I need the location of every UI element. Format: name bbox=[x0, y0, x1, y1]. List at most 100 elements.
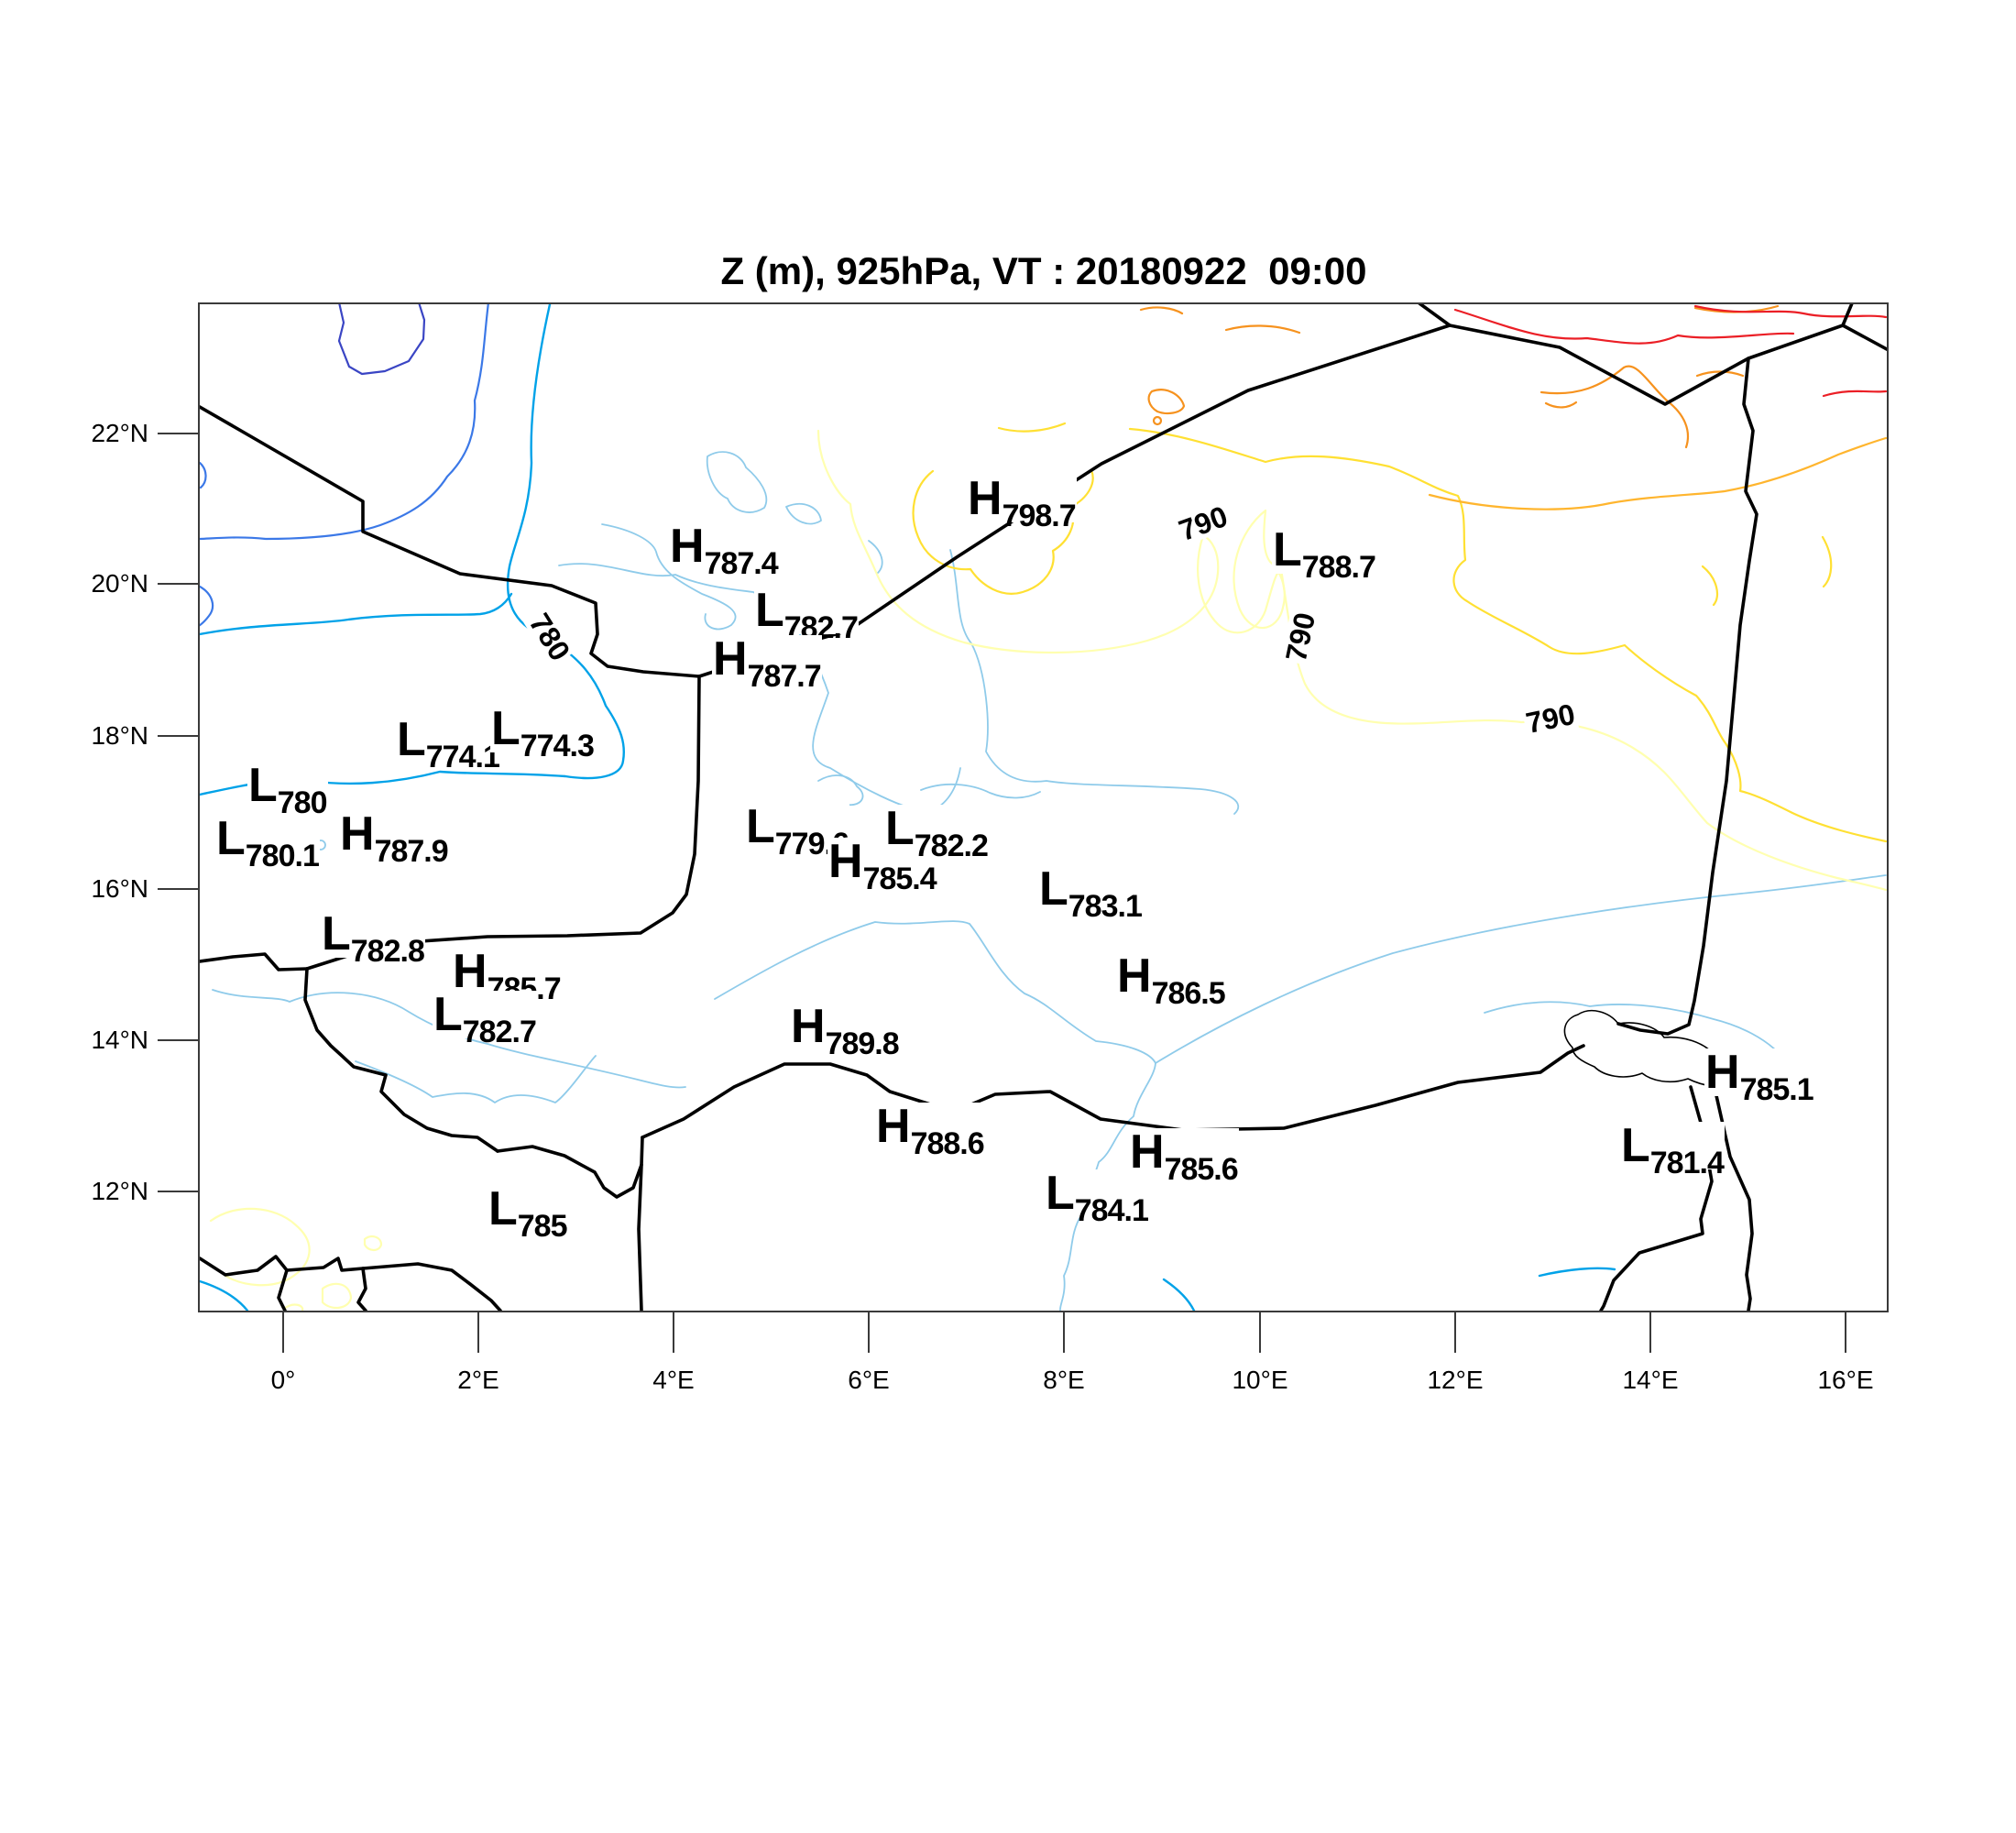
contour-780-spur bbox=[200, 592, 513, 636]
x-tick-label: 8°E bbox=[1043, 1366, 1085, 1394]
contour-blue-arc-left2 bbox=[200, 461, 207, 489]
center-value: 780.1 bbox=[245, 839, 320, 873]
low-center-label: L782.7 bbox=[433, 988, 537, 1048]
center-value: 787.9 bbox=[374, 834, 449, 869]
high-center-label: H787.9 bbox=[339, 807, 449, 867]
center-letter: L bbox=[1273, 523, 1302, 576]
x-tick-label: 6°E bbox=[848, 1366, 890, 1394]
low-center-label: L781.4 bbox=[1620, 1122, 1725, 1179]
border-benin-south bbox=[356, 1267, 367, 1311]
contour-yellow-br1 bbox=[1821, 535, 1833, 588]
center-value: 798.7 bbox=[1002, 499, 1077, 533]
center-letter: H bbox=[340, 807, 375, 861]
contour-yellow-br2 bbox=[1701, 565, 1719, 607]
x-tick-label: 10°E bbox=[1232, 1366, 1288, 1394]
contour-blue-arc-left bbox=[200, 585, 214, 627]
center-value: 787.4 bbox=[704, 546, 779, 581]
center-letter: L bbox=[885, 802, 915, 855]
center-letter: L bbox=[433, 988, 463, 1041]
center-letter: L bbox=[491, 702, 520, 755]
border-niger-chad bbox=[1616, 357, 1759, 1036]
center-value: 788.7 bbox=[1301, 550, 1376, 585]
y-tick-label: 14°N bbox=[91, 1026, 148, 1054]
center-letter: H bbox=[791, 1000, 826, 1053]
contour-790-east bbox=[1279, 567, 1887, 892]
center-letter: L bbox=[746, 800, 775, 853]
y-tick bbox=[158, 1039, 200, 1041]
x-tick bbox=[477, 1311, 479, 1353]
center-value: 785 bbox=[517, 1209, 568, 1244]
high-center-label: H785.6 bbox=[1129, 1128, 1239, 1185]
contour-gold-long bbox=[1428, 436, 1887, 510]
center-letter: L bbox=[322, 907, 351, 960]
x-tick bbox=[282, 1311, 284, 1353]
center-letter: H bbox=[1705, 1046, 1740, 1099]
contour-darkblue-loop bbox=[337, 304, 426, 376]
contour-group-gold bbox=[1428, 436, 1887, 510]
contour-780-se2 bbox=[1162, 1278, 1196, 1311]
contour-group-red bbox=[1453, 304, 1887, 398]
border-togo-ghana bbox=[200, 1255, 502, 1311]
contour-yellow-long bbox=[1128, 427, 1887, 843]
x-tick-label: 2°E bbox=[457, 1366, 499, 1394]
center-letter: L bbox=[755, 584, 784, 637]
center-value: 782.8 bbox=[350, 934, 425, 969]
center-letter: L bbox=[248, 759, 278, 812]
contour-785-g bbox=[1155, 874, 1887, 1064]
contour-785-k bbox=[868, 540, 883, 575]
y-tick bbox=[158, 888, 200, 890]
center-value: 774.1 bbox=[425, 740, 500, 774]
center-value: 787.7 bbox=[747, 659, 822, 694]
center-value: 786.5 bbox=[1151, 976, 1226, 1011]
center-letter: L bbox=[397, 713, 426, 766]
center-letter: H bbox=[713, 632, 748, 686]
contour-785-e bbox=[714, 920, 1156, 1311]
center-value: 785.4 bbox=[862, 862, 937, 896]
contour-orange-loop bbox=[1147, 389, 1186, 415]
contour-group-cyan-780 bbox=[200, 304, 1616, 1311]
y-tick-label: 22°N bbox=[91, 419, 148, 447]
contour-790-mid bbox=[1197, 533, 1283, 634]
contour-orange-arc bbox=[1224, 324, 1301, 335]
y-tick-label: 20°N bbox=[91, 569, 148, 598]
contour-785-m bbox=[920, 783, 1041, 799]
low-center-label: L782.2 bbox=[884, 802, 989, 862]
y-tick bbox=[158, 1191, 200, 1192]
x-tick bbox=[673, 1311, 674, 1353]
border-cameroon-chad bbox=[1714, 1090, 1754, 1311]
x-tick bbox=[1845, 1311, 1846, 1353]
low-center-label: L774.3 bbox=[490, 702, 595, 762]
center-letter: H bbox=[453, 945, 488, 998]
contour-orange-ne3 bbox=[1695, 370, 1745, 378]
center-value: 789.8 bbox=[825, 1026, 900, 1061]
center-letter: L bbox=[1039, 862, 1068, 916]
x-tick bbox=[1649, 1311, 1651, 1353]
border-nigeria-cameroon bbox=[1599, 1085, 1714, 1311]
low-center-label: L774.1 bbox=[396, 713, 500, 773]
center-value: 783.1 bbox=[1068, 889, 1143, 924]
y-tick bbox=[158, 735, 200, 737]
center-letter: H bbox=[876, 1100, 911, 1153]
center-letter: H bbox=[1117, 949, 1152, 1003]
contour-orange-top bbox=[1139, 306, 1184, 315]
low-center-label: L780 bbox=[247, 759, 328, 818]
center-value: 780 bbox=[277, 785, 328, 820]
border-mali-algeria bbox=[200, 405, 701, 678]
x-tick bbox=[868, 1311, 870, 1353]
center-value: 784.1 bbox=[1074, 1193, 1149, 1228]
contour-780-se1 bbox=[1538, 1267, 1616, 1278]
high-center-label: H788.6 bbox=[875, 1100, 985, 1159]
border-niger-nigeria bbox=[641, 1044, 1585, 1139]
low-center-label: L782.7 bbox=[754, 584, 859, 643]
y-tick-label: 16°N bbox=[91, 874, 148, 903]
x-tick-label: 0° bbox=[270, 1366, 296, 1394]
contour-785-j bbox=[355, 1055, 597, 1103]
contour-785-a bbox=[601, 523, 737, 631]
center-letter: L bbox=[216, 812, 246, 865]
contour-780-sw bbox=[200, 1279, 249, 1311]
contour-red-right bbox=[1822, 390, 1887, 398]
border-algeria-libya bbox=[1418, 304, 1452, 327]
border-niger-libya bbox=[1448, 304, 1887, 406]
low-center-label: L784.1 bbox=[1045, 1169, 1149, 1226]
border-mali-burkina bbox=[200, 952, 309, 971]
